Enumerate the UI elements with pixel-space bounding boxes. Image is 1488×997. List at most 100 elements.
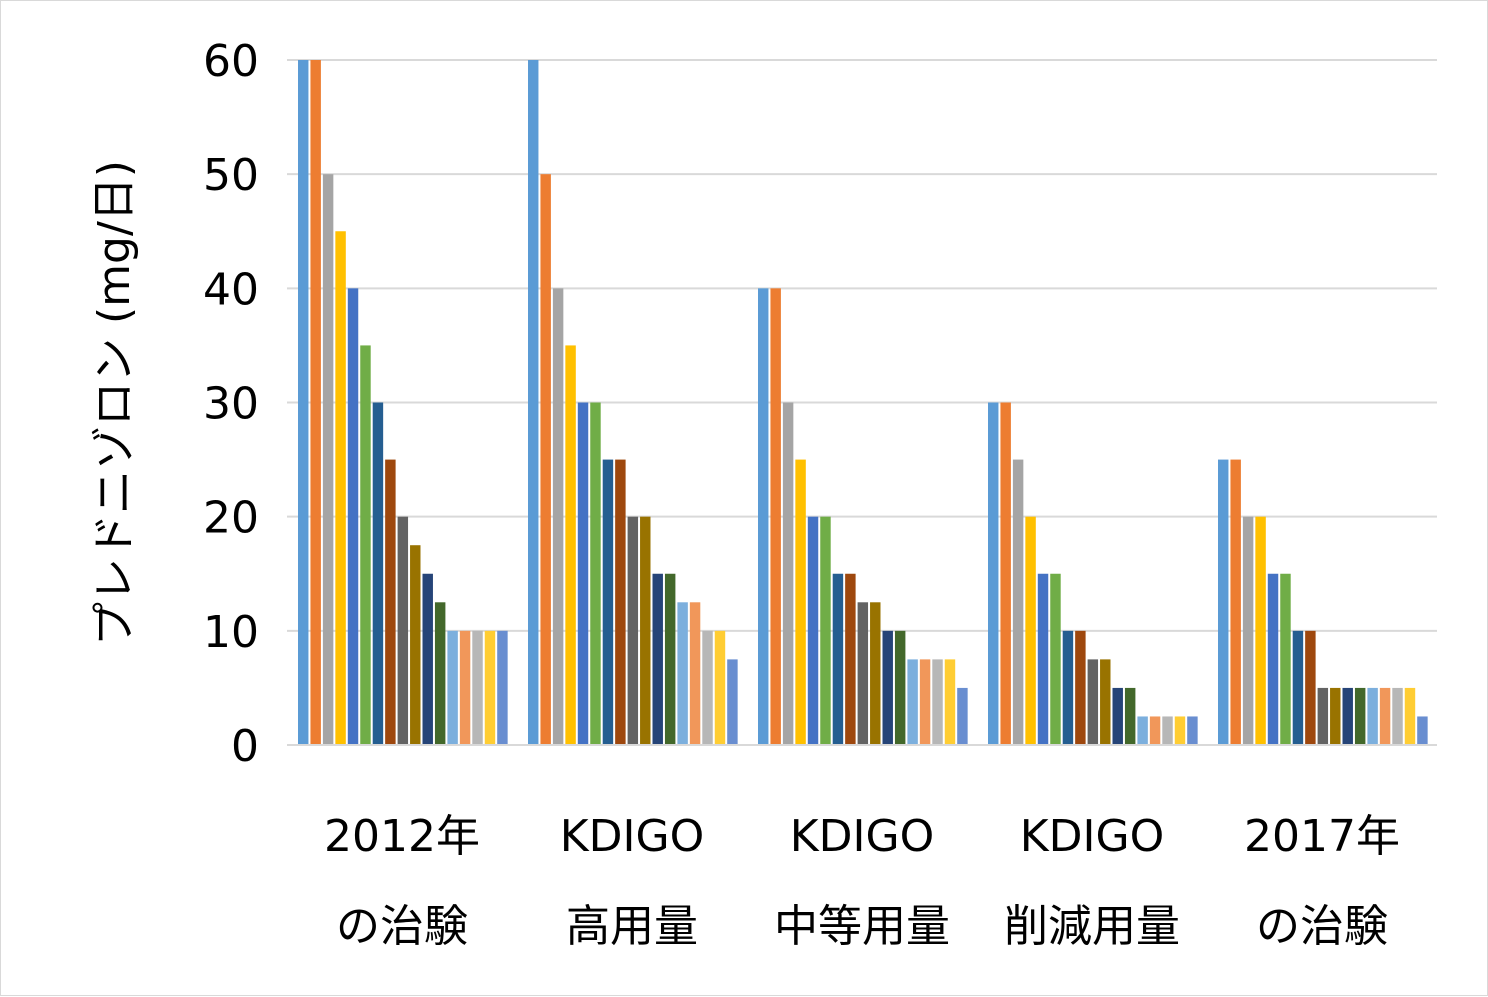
bar bbox=[347, 288, 359, 745]
category-label: 高用量 bbox=[566, 901, 698, 952]
bar bbox=[1174, 716, 1186, 745]
bar bbox=[484, 630, 496, 745]
category-label: 2017年 bbox=[1244, 811, 1400, 862]
bar bbox=[322, 174, 334, 746]
bar bbox=[702, 630, 713, 745]
bar bbox=[1330, 687, 1341, 745]
bar bbox=[957, 687, 968, 745]
bar bbox=[807, 516, 819, 745]
bar bbox=[1255, 516, 1266, 745]
bar bbox=[882, 630, 893, 745]
bar bbox=[1112, 687, 1123, 745]
category-label: KDIGO bbox=[560, 811, 704, 862]
bar bbox=[1379, 687, 1391, 745]
bar bbox=[1267, 573, 1279, 745]
category-label: の治験 bbox=[336, 901, 468, 952]
bar bbox=[1149, 716, 1161, 745]
category-label: KDIGO bbox=[1020, 811, 1164, 862]
bar bbox=[1050, 573, 1061, 745]
bar bbox=[1367, 687, 1378, 745]
bar bbox=[1012, 459, 1024, 745]
bar bbox=[1137, 716, 1148, 745]
bar bbox=[689, 602, 701, 745]
bar bbox=[310, 60, 321, 745]
bar bbox=[1292, 630, 1304, 745]
bar bbox=[944, 659, 956, 746]
y-tick-labels: 0 10 20 30 40 50 60 bbox=[203, 36, 259, 772]
bar bbox=[1087, 659, 1099, 746]
bar bbox=[1218, 459, 1229, 745]
category-label: 中等用量 bbox=[774, 901, 950, 952]
bar bbox=[1037, 573, 1049, 745]
y-tick-label: 50 bbox=[203, 150, 259, 201]
bar bbox=[1242, 516, 1254, 745]
bar bbox=[410, 545, 421, 745]
bar bbox=[590, 402, 601, 745]
bar bbox=[602, 459, 614, 745]
bar bbox=[1230, 459, 1241, 745]
bar bbox=[1354, 687, 1366, 745]
bar bbox=[894, 630, 906, 745]
bar bbox=[615, 459, 626, 745]
bar bbox=[577, 402, 589, 745]
bar bbox=[540, 174, 551, 746]
bar bbox=[372, 402, 384, 745]
category-label: 2012年 bbox=[324, 811, 480, 862]
bar bbox=[870, 602, 881, 745]
y-tick-label: 20 bbox=[203, 493, 259, 544]
bar bbox=[472, 630, 483, 745]
bar bbox=[820, 516, 831, 745]
bar bbox=[919, 659, 931, 746]
bar bbox=[528, 60, 539, 745]
bar bbox=[1417, 716, 1428, 745]
bar bbox=[932, 659, 943, 746]
bar bbox=[1075, 630, 1086, 745]
bar bbox=[447, 630, 458, 745]
bar bbox=[1404, 687, 1416, 745]
bar bbox=[664, 573, 676, 745]
y-tick-label: 30 bbox=[203, 379, 259, 430]
bar bbox=[845, 573, 856, 745]
bar bbox=[907, 659, 918, 746]
bar bbox=[1342, 687, 1353, 745]
y-tick-label: 60 bbox=[203, 36, 259, 87]
bar bbox=[565, 345, 576, 745]
bar bbox=[758, 288, 769, 745]
bar bbox=[360, 345, 371, 745]
category-label: 削減用量 bbox=[1004, 901, 1180, 952]
bars bbox=[298, 60, 1428, 746]
bar bbox=[1280, 573, 1291, 745]
y-tick-label: 10 bbox=[203, 607, 259, 658]
bar bbox=[1025, 516, 1036, 745]
bar bbox=[1162, 716, 1173, 745]
bar bbox=[1187, 716, 1198, 745]
category-label: の治験 bbox=[1256, 901, 1388, 952]
bar bbox=[298, 60, 309, 745]
bar bbox=[434, 602, 446, 745]
bar bbox=[770, 288, 781, 745]
bar bbox=[677, 602, 688, 745]
bar bbox=[1305, 630, 1316, 745]
bar bbox=[652, 573, 663, 745]
bar bbox=[640, 516, 651, 745]
bar bbox=[1062, 630, 1074, 745]
bar bbox=[422, 573, 433, 745]
bar bbox=[627, 516, 639, 745]
bar bbox=[795, 459, 806, 745]
bar bbox=[459, 630, 471, 745]
bar bbox=[397, 516, 409, 745]
y-tick-label: 40 bbox=[203, 264, 259, 315]
bar bbox=[1100, 659, 1111, 746]
y-axis-title: プレドニゾロン (mg/日) bbox=[89, 160, 140, 646]
bar bbox=[552, 288, 564, 745]
bar bbox=[782, 402, 794, 745]
bar bbox=[727, 659, 738, 746]
bar bbox=[1392, 687, 1403, 745]
bar bbox=[832, 573, 844, 745]
bar bbox=[497, 630, 508, 745]
category-label: KDIGO bbox=[790, 811, 934, 862]
bar bbox=[714, 630, 726, 745]
